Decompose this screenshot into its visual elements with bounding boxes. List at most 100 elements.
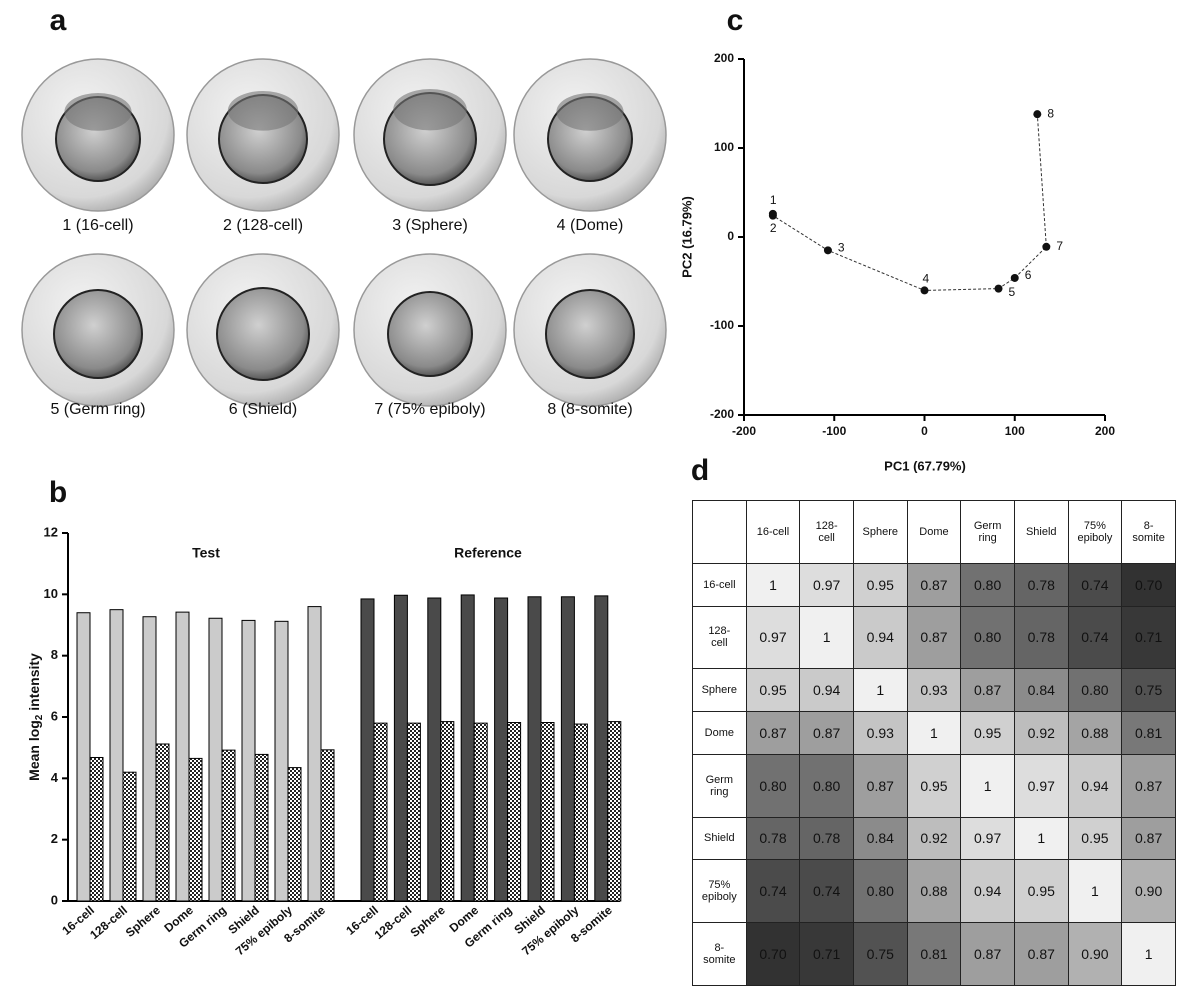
table-cell: 0.81 bbox=[906, 922, 962, 986]
table-cell: 0.97 bbox=[745, 605, 801, 670]
table-cell: 0.90 bbox=[1067, 922, 1123, 986]
table-cell: 8- somite bbox=[1121, 500, 1176, 564]
table-cell: 0.75 bbox=[852, 922, 908, 986]
table-cell: 0.87 bbox=[1121, 753, 1176, 818]
bar bbox=[440, 721, 455, 902]
table-cell: 0.87 bbox=[960, 922, 1015, 986]
table-cell: Dome bbox=[906, 500, 962, 564]
yolk bbox=[53, 289, 143, 379]
table-row: Dome 0.87 0.87 0.93 1 0.95 0.92 0.88 0.81 bbox=[692, 711, 1176, 755]
table-cell: 0.97 bbox=[799, 562, 854, 607]
table-cell: Germ ring bbox=[960, 500, 1015, 564]
table-cell: 0.74 bbox=[1067, 562, 1123, 607]
table-cell: 0.87 bbox=[799, 711, 854, 755]
y-tick-label: 200 bbox=[714, 51, 734, 65]
table-cell: Germ ring bbox=[692, 753, 747, 818]
table-cell: 0.81 bbox=[1121, 711, 1176, 755]
table-cell: 0.94 bbox=[960, 859, 1015, 924]
bar bbox=[360, 598, 375, 902]
table-cell: 1 bbox=[1067, 859, 1123, 924]
table-cell: 0.87 bbox=[852, 753, 908, 818]
table-cell: 1 bbox=[1121, 922, 1176, 986]
point-label: 1 bbox=[770, 193, 777, 207]
table-cell: 0.87 bbox=[906, 605, 962, 670]
point bbox=[1010, 273, 1019, 282]
embryo bbox=[186, 253, 340, 407]
panel-label: c bbox=[727, 4, 744, 37]
bar bbox=[527, 596, 542, 902]
embryo-label: 5 (Germ ring) bbox=[50, 401, 145, 418]
table-cell: 0.70 bbox=[1121, 562, 1176, 607]
table-cell: 0.95 bbox=[906, 753, 962, 818]
y-tick-label: 2 bbox=[51, 831, 58, 846]
table-cell: 0.80 bbox=[799, 753, 854, 818]
table-row: 75% epiboly 0.74 0.74 0.80 0.88 0.94 0.95 1 0.90 bbox=[692, 859, 1176, 924]
embryo-label: 7 (75% epiboly) bbox=[374, 401, 485, 418]
point-label: 7 bbox=[1056, 239, 1063, 253]
embryo-label: 3 (Sphere) bbox=[392, 217, 468, 234]
x-tick-label: Sphere bbox=[123, 903, 163, 940]
bar bbox=[254, 753, 269, 902]
table-cell: 0.95 bbox=[852, 562, 908, 607]
embryo bbox=[21, 58, 175, 212]
y-tick-label: 100 bbox=[714, 140, 734, 154]
bar bbox=[89, 756, 104, 902]
bar bbox=[373, 722, 388, 902]
table-cell: 0.71 bbox=[799, 922, 854, 986]
table-cell: 16-cell bbox=[745, 500, 801, 564]
point-label: 8 bbox=[1047, 106, 1054, 120]
table-cell: 0.84 bbox=[852, 816, 908, 861]
y-tick-label: 8 bbox=[51, 647, 58, 662]
table-cell: 0.78 bbox=[799, 816, 854, 861]
bar bbox=[393, 594, 408, 902]
x-tick-label: -100 bbox=[822, 424, 846, 438]
table-cell: 0.95 bbox=[1013, 859, 1069, 924]
table-cell: 0.95 bbox=[960, 711, 1015, 755]
y-axis-label-part: Mean log bbox=[26, 720, 42, 781]
table-cell: 0.88 bbox=[906, 859, 962, 924]
table-cell: 0.94 bbox=[852, 605, 908, 670]
embryo-label: 2 (128-cell) bbox=[223, 217, 303, 234]
bar bbox=[155, 743, 170, 902]
point bbox=[1042, 242, 1051, 251]
embryo bbox=[186, 58, 340, 212]
point-label: 2 bbox=[770, 221, 777, 235]
embryo-label: 6 (Shield) bbox=[229, 401, 297, 418]
table-cell: 1 bbox=[960, 753, 1015, 818]
table-cell: 0.87 bbox=[745, 711, 801, 755]
embryo bbox=[513, 253, 667, 407]
group-title: Test bbox=[192, 545, 220, 561]
x-tick-label: 128-cell bbox=[87, 903, 130, 942]
table-cell: 0.94 bbox=[799, 668, 854, 713]
table-cell: 1 bbox=[799, 605, 854, 670]
table-cell: 0.88 bbox=[1067, 711, 1123, 755]
y-tick-label: 10 bbox=[44, 586, 58, 601]
table-cell: 0.87 bbox=[960, 668, 1015, 713]
bar bbox=[274, 620, 289, 902]
point-label: 4 bbox=[923, 272, 930, 286]
panel-label: b bbox=[49, 476, 67, 509]
bar bbox=[560, 596, 575, 902]
table-cell: 0.94 bbox=[1067, 753, 1123, 818]
bar bbox=[473, 722, 488, 902]
y-tick-label: 0 bbox=[727, 229, 734, 243]
table-cell bbox=[692, 500, 747, 564]
y-axis-label: Mean log2 intensity bbox=[26, 653, 45, 781]
y-tick-label: -200 bbox=[710, 407, 734, 421]
bar bbox=[320, 749, 335, 902]
point-label: 6 bbox=[1025, 268, 1032, 282]
table-cell: 0.80 bbox=[960, 605, 1015, 670]
yolk bbox=[216, 287, 310, 381]
x-tick-label: 200 bbox=[1095, 424, 1115, 438]
bar bbox=[460, 594, 475, 902]
y-tick-label: -100 bbox=[710, 318, 734, 332]
table-cell: 0.93 bbox=[906, 668, 962, 713]
table-cell: 128- cell bbox=[799, 500, 854, 564]
bar bbox=[241, 619, 256, 902]
x-tick-label: 100 bbox=[1005, 424, 1025, 438]
trajectory bbox=[772, 114, 1047, 291]
yolk bbox=[545, 289, 635, 379]
embryo bbox=[353, 58, 507, 212]
